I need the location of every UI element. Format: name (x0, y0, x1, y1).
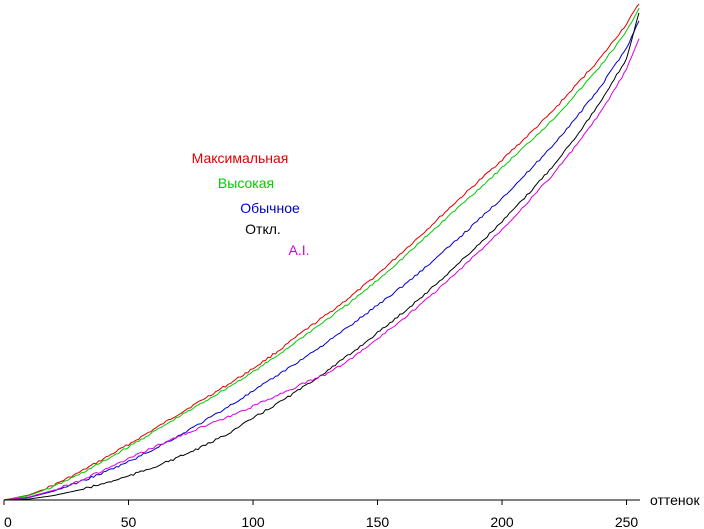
x-tick-label-1: 50 (121, 514, 137, 529)
series-layer (3, 3, 640, 501)
x-axis: оттенок (4, 492, 700, 508)
x-ticks: 0 50 100 150 200 250 (3, 500, 639, 529)
series-line-2 (3, 20, 640, 501)
x-tick-label-2: 100 (241, 514, 265, 529)
series-line-4 (3, 38, 640, 501)
legend-entry-4: A.I. (288, 242, 309, 258)
series-line-1 (3, 7, 640, 501)
legend-entry-1: Высокая (218, 175, 274, 191)
x-tick-label-4: 200 (490, 514, 514, 529)
series-line-0 (3, 3, 640, 501)
series-line-3 (3, 12, 640, 501)
legend-entry-3: Откл. (245, 221, 281, 237)
x-tick-label-5: 250 (615, 514, 639, 529)
legend-entry-0: Максимальная (192, 150, 289, 166)
legend-entry-2: Обычное (240, 200, 300, 216)
x-axis-title: оттенок (650, 492, 700, 508)
x-tick-label-0: 0 (4, 514, 12, 529)
x-tick-label-3: 150 (366, 514, 390, 529)
legend: Максимальная Высокая Обычное Откл. A.I. (192, 150, 310, 258)
